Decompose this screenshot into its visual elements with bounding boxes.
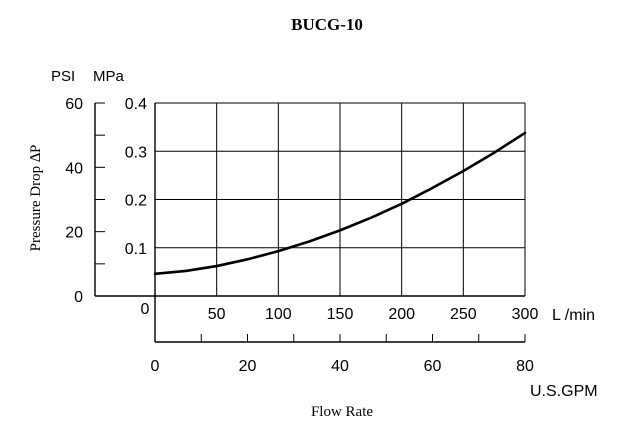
mpa-tick-label: 0.2 [125,193,147,210]
psi-tick-label: 20 [65,225,83,242]
series-group [153,131,527,276]
lmin-tick-label: 100 [265,306,292,323]
gpm-tick-label: 40 [331,358,349,375]
gpm-tick-label: 60 [424,358,442,375]
pressure-drop-curve [153,131,527,276]
chart-title: BUCG-10 [291,15,363,34]
psi-tick-label: 0 [74,289,83,306]
lmin-tick-label: 200 [388,306,415,323]
gpm-tick-label: 0 [151,358,160,375]
axes [94,102,526,343]
y-axis-label: Pressure Drop ∆P [28,145,44,252]
psi-tick-label: 40 [65,160,83,177]
grid [155,102,526,296]
psi-tick-label: 60 [65,96,83,113]
lmin-tick-label: 250 [450,306,477,323]
x-axis-secondary-unit: U.S.GPM [530,383,598,400]
tick-labels: 0 20 40 60 0.1 0.2 0.3 0.4 0 50 100 150 200 250 300 0 20… [65,96,538,375]
mpa-tick-label: 0.1 [125,241,147,258]
gpm-tick-label: 80 [516,358,534,375]
mpa-tick-label: 0.4 [125,96,147,113]
lmin-tick-label: 50 [208,306,226,323]
x-axis-label: Flow Rate [311,404,373,420]
lmin-tick-label: 150 [327,306,354,323]
mpa-tick-label: 0.3 [125,144,147,161]
gpm-tick-label: 20 [239,358,257,375]
y-axis-secondary-unit: PSI [51,68,75,85]
x-axis-primary-unit: L /min [552,307,595,324]
y-axis-primary-unit: MPa [93,68,125,85]
origin-label: 0 [141,301,150,318]
lmin-tick-label: 300 [512,306,539,323]
